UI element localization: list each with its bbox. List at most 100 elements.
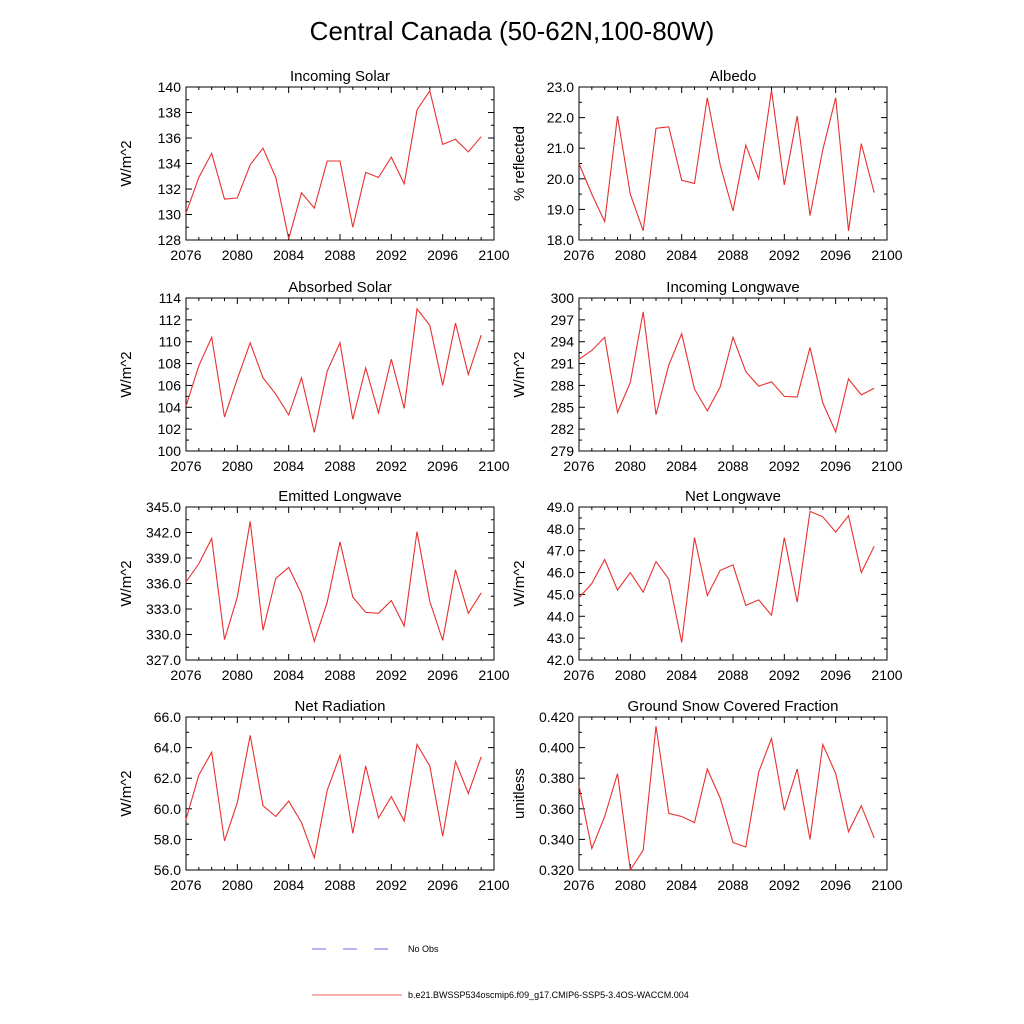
- panel-title-ground-snow-covered-fraction: Ground Snow Covered Fraction: [628, 698, 839, 715]
- y-tick-label-emitted-longwave-5: 342.0: [146, 525, 181, 541]
- x-tick-label-net-longwave-2100: 2100: [871, 667, 902, 683]
- y-tick-label-absorbed-solar-0: 100: [158, 443, 182, 459]
- y-tick-label-net-radiation-4: 64.0: [154, 740, 181, 756]
- x-tick-label-absorbed-solar-2092: 2092: [376, 458, 407, 474]
- x-tick-label-albedo-2084: 2084: [666, 247, 697, 263]
- x-tick-label-net-radiation-2080: 2080: [222, 877, 253, 893]
- y-tick-label-emitted-longwave-0: 327.0: [146, 652, 181, 668]
- y-tick-label-net-longwave-3: 45.0: [547, 586, 574, 602]
- y-tick-label-net-longwave-1: 43.0: [547, 630, 574, 646]
- x-tick-label-incoming-longwave-2084: 2084: [666, 458, 697, 474]
- x-tick-label-net-longwave-2096: 2096: [820, 667, 851, 683]
- x-tick-label-emitted-longwave-2076: 2076: [170, 667, 201, 683]
- y-tick-label-ground-snow-covered-fraction-5: 0.420: [539, 709, 574, 725]
- x-tick-label-emitted-longwave-2080: 2080: [222, 667, 253, 683]
- y-tick-label-net-radiation-2: 60.0: [154, 801, 181, 817]
- y-axis-label-emitted-longwave: W/m^2: [118, 560, 135, 606]
- x-tick-label-albedo-2092: 2092: [769, 247, 800, 263]
- x-tick-label-net-radiation-2096: 2096: [427, 877, 458, 893]
- panel-emitted-longwave: Emitted Longwave 2076 2080 2084 2088 2092 2096…: [118, 488, 510, 683]
- x-tick-label-absorbed-solar-2100: 2100: [478, 458, 509, 474]
- y-tick-label-ground-snow-covered-fraction-4: 0.400: [539, 740, 574, 756]
- y-tick-label-incoming-solar-3: 134: [158, 156, 182, 172]
- x-tick-label-net-radiation-2076: 2076: [170, 877, 201, 893]
- x-tick-label-emitted-longwave-2096: 2096: [427, 667, 458, 683]
- x-tick-label-incoming-solar-2076: 2076: [170, 247, 201, 263]
- y-tick-label-ground-snow-covered-fraction-1: 0.340: [539, 831, 574, 847]
- plot-frame-incoming-longwave: [578, 297, 888, 452]
- y-axis-label-absorbed-solar: W/m^2: [118, 351, 135, 397]
- y-tick-label-emitted-longwave-6: 345.0: [146, 499, 181, 515]
- y-tick-label-absorbed-solar-5: 110: [159, 334, 182, 350]
- y-tick-label-net-radiation-1: 58.0: [154, 831, 181, 847]
- y-tick-label-incoming-longwave-0: 279: [551, 443, 575, 459]
- x-tick-label-ground-snow-covered-fraction-2100: 2100: [871, 877, 902, 893]
- panel-incoming-solar: Incoming Solar 2076 2080 2084 2088 2092 2096 21…: [118, 68, 510, 263]
- x-tick-label-absorbed-solar-2076: 2076: [170, 458, 201, 474]
- x-tick-label-incoming-solar-2080: 2080: [222, 247, 253, 263]
- y-tick-label-net-longwave-2: 44.0: [547, 608, 574, 624]
- x-tick-label-emitted-longwave-2084: 2084: [273, 667, 304, 683]
- series-line-incoming-solar-0: [185, 89, 482, 239]
- x-tick-label-emitted-longwave-2092: 2092: [376, 667, 407, 683]
- y-tick-label-albedo-4: 22.0: [547, 110, 574, 126]
- panels: Incoming Solar 2076 2080 2084 2088 2092 2096 21…: [118, 68, 903, 893]
- y-tick-label-albedo-5: 23.0: [547, 79, 574, 95]
- panel-title-net-radiation: Net Radiation: [295, 698, 386, 715]
- x-tick-label-net-longwave-2076: 2076: [563, 667, 594, 683]
- series-line-absorbed-solar-0: [185, 307, 482, 433]
- x-tick-label-absorbed-solar-2084: 2084: [273, 458, 304, 474]
- plot-frame-net-longwave: [578, 506, 888, 661]
- x-tick-label-absorbed-solar-2096: 2096: [427, 458, 458, 474]
- x-tick-label-absorbed-solar-2088: 2088: [324, 458, 355, 474]
- y-axis-label-net-longwave: W/m^2: [511, 560, 528, 606]
- y-tick-label-incoming-longwave-6: 297: [551, 312, 575, 328]
- series-line-net-radiation-0: [185, 735, 482, 860]
- series-line-ground-snow-covered-fraction-0: [578, 726, 875, 872]
- y-tick-label-emitted-longwave-2: 333.0: [146, 601, 181, 617]
- y-tick-label-incoming-solar-4: 136: [158, 130, 182, 146]
- panel-title-incoming-solar: Incoming Solar: [290, 68, 390, 85]
- y-tick-label-incoming-solar-5: 138: [158, 105, 182, 121]
- x-tick-label-absorbed-solar-2080: 2080: [222, 458, 253, 474]
- x-tick-label-incoming-solar-2084: 2084: [273, 247, 304, 263]
- x-tick-label-ground-snow-covered-fraction-2076: 2076: [563, 877, 594, 893]
- plot-frame-ground-snow-covered-fraction: [578, 716, 888, 871]
- x-tick-label-emitted-longwave-2088: 2088: [324, 667, 355, 683]
- figure-title: Central Canada (50-62N,100-80W): [310, 16, 715, 46]
- x-tick-label-net-radiation-2088: 2088: [324, 877, 355, 893]
- y-axis-label-incoming-solar: W/m^2: [118, 140, 135, 186]
- x-tick-label-net-longwave-2088: 2088: [717, 667, 748, 683]
- x-tick-label-incoming-longwave-2092: 2092: [769, 458, 800, 474]
- panel-albedo: Albedo 2076 2080 2084 2088 2092 2096 2100 18.0 19…: [511, 68, 903, 263]
- y-axis-label-ground-snow-covered-fraction: unitless: [511, 768, 528, 819]
- x-tick-label-net-radiation-2092: 2092: [376, 877, 407, 893]
- x-tick-label-ground-snow-covered-fraction-2080: 2080: [615, 877, 646, 893]
- y-tick-label-net-radiation-0: 56.0: [154, 862, 181, 878]
- series-line-net-longwave-0: [578, 510, 875, 643]
- panel-title-net-longwave: Net Longwave: [685, 488, 781, 505]
- y-tick-label-absorbed-solar-2: 104: [158, 399, 182, 415]
- plot-frame-net-radiation: [185, 716, 495, 871]
- y-tick-label-incoming-solar-0: 128: [158, 232, 182, 248]
- y-tick-label-incoming-longwave-7: 300: [551, 290, 575, 306]
- y-tick-label-absorbed-solar-6: 112: [159, 312, 182, 328]
- y-tick-label-ground-snow-covered-fraction-0: 0.320: [539, 862, 574, 878]
- x-tick-label-albedo-2080: 2080: [615, 247, 646, 263]
- x-tick-label-net-radiation-2100: 2100: [478, 877, 509, 893]
- x-tick-label-net-radiation-2084: 2084: [273, 877, 304, 893]
- y-tick-label-emitted-longwave-3: 336.0: [146, 576, 181, 592]
- legend-label-model: b.e21.BWSSP534oscmip6.f09_g17.CMIP6-SSP5…: [408, 990, 689, 1000]
- y-tick-label-net-longwave-6: 48.0: [547, 521, 574, 537]
- x-tick-label-net-longwave-2092: 2092: [769, 667, 800, 683]
- panel-title-emitted-longwave: Emitted Longwave: [278, 488, 401, 505]
- panel-net-radiation: Net Radiation 2076 2080 2084 2088 2092 2096 210…: [118, 698, 510, 893]
- panel-incoming-longwave: Incoming Longwave 2076 2080 2084 2088 2092 209…: [511, 279, 903, 474]
- x-tick-label-ground-snow-covered-fraction-2092: 2092: [769, 877, 800, 893]
- x-tick-label-emitted-longwave-2100: 2100: [478, 667, 509, 683]
- y-tick-label-ground-snow-covered-fraction-2: 0.360: [539, 801, 574, 817]
- x-tick-label-incoming-solar-2100: 2100: [478, 247, 509, 263]
- plot-frame-emitted-longwave: [185, 506, 495, 661]
- y-tick-label-incoming-solar-2: 132: [158, 181, 182, 197]
